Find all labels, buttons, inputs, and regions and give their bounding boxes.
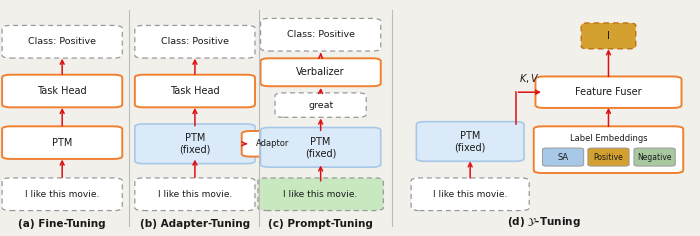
FancyBboxPatch shape: [135, 178, 255, 211]
FancyBboxPatch shape: [260, 58, 381, 86]
Text: (c) Prompt-Tuning: (c) Prompt-Tuning: [268, 219, 373, 229]
Text: PTM
(fixed): PTM (fixed): [454, 131, 486, 152]
Text: Class: Positive: Class: Positive: [161, 37, 229, 46]
FancyBboxPatch shape: [581, 23, 636, 49]
Text: Label Embeddings: Label Embeddings: [570, 135, 648, 143]
FancyBboxPatch shape: [634, 148, 676, 166]
Text: Adaptor: Adaptor: [256, 139, 290, 148]
FancyBboxPatch shape: [2, 126, 122, 159]
FancyBboxPatch shape: [533, 126, 683, 173]
FancyBboxPatch shape: [135, 124, 255, 164]
FancyBboxPatch shape: [260, 18, 381, 51]
Text: I like this movie.: I like this movie.: [158, 190, 232, 199]
FancyBboxPatch shape: [536, 76, 682, 108]
Text: (d) $\mathcal{Y}$-Tuning: (d) $\mathcal{Y}$-Tuning: [508, 215, 581, 229]
FancyBboxPatch shape: [275, 93, 366, 117]
Text: I like this movie.: I like this movie.: [284, 190, 358, 199]
Text: Task Head: Task Head: [37, 86, 87, 96]
Text: (a) Fine-Tuning: (a) Fine-Tuning: [18, 219, 106, 229]
Text: SA: SA: [557, 152, 568, 162]
Text: Positive: Positive: [594, 152, 624, 162]
FancyBboxPatch shape: [416, 122, 524, 161]
FancyBboxPatch shape: [411, 178, 529, 211]
Text: PTM
(fixed): PTM (fixed): [179, 133, 211, 155]
Text: I like this movie.: I like this movie.: [433, 190, 508, 199]
Text: Class: Positive: Class: Positive: [287, 30, 355, 39]
FancyBboxPatch shape: [241, 131, 304, 157]
Text: PTM
(fixed): PTM (fixed): [305, 137, 336, 158]
Text: Task Head: Task Head: [170, 86, 220, 96]
Text: Feature Fuser: Feature Fuser: [575, 87, 642, 97]
FancyBboxPatch shape: [2, 178, 122, 211]
FancyBboxPatch shape: [542, 148, 584, 166]
Text: great: great: [308, 101, 333, 110]
FancyBboxPatch shape: [2, 25, 122, 58]
FancyBboxPatch shape: [135, 75, 255, 107]
Text: Verbalizer: Verbalizer: [296, 67, 345, 77]
Text: I: I: [607, 31, 610, 41]
FancyBboxPatch shape: [258, 178, 384, 211]
Text: (b) Adapter-Tuning: (b) Adapter-Tuning: [140, 219, 250, 229]
FancyBboxPatch shape: [2, 75, 122, 107]
Text: $K, V$: $K, V$: [519, 72, 540, 85]
FancyBboxPatch shape: [588, 148, 629, 166]
FancyBboxPatch shape: [135, 25, 255, 58]
Text: Negative: Negative: [637, 152, 672, 162]
Text: I like this movie.: I like this movie.: [25, 190, 99, 199]
FancyBboxPatch shape: [260, 127, 381, 167]
Text: Class: Positive: Class: Positive: [28, 37, 96, 46]
Text: PTM: PTM: [52, 138, 72, 148]
